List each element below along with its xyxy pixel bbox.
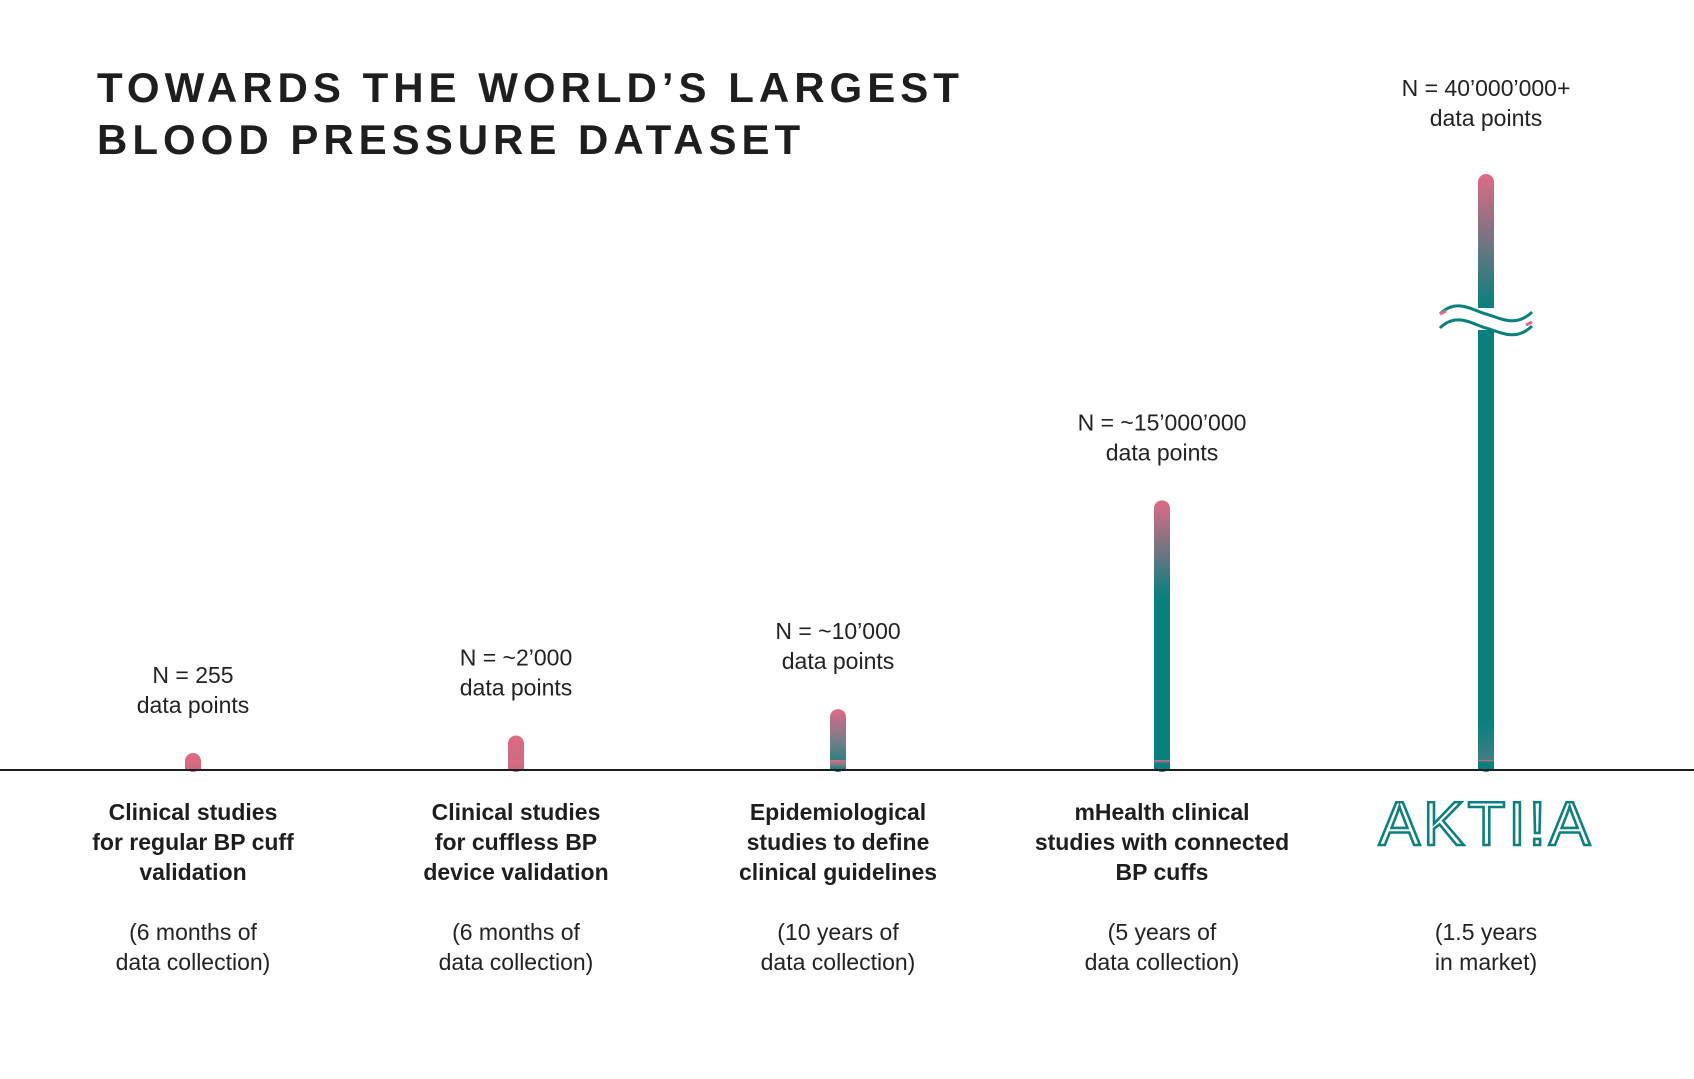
bar-5-base — [1478, 760, 1494, 770]
duration-label-3-line-1: (10 years of — [777, 919, 899, 945]
category-label-4-line-3: BP cuffs — [1116, 859, 1209, 885]
data-label-4-line-2: data points — [1106, 439, 1219, 465]
bar-3 — [830, 709, 846, 772]
chart-title-line-2: BLOOD PRESSURE DATASET — [97, 116, 806, 163]
data-label-5-line-1: N = 40’000’000+ — [1402, 75, 1571, 101]
duration-label-5-line-2: in market) — [1435, 949, 1537, 975]
duration-label-1-line-2: data collection) — [116, 949, 271, 975]
category-label-4-line-2: studies with connected — [1035, 829, 1289, 855]
bars-layer — [185, 174, 1534, 772]
aktiia-logo: AKTI!A — [1379, 790, 1593, 859]
data-label-1-line-1: N = 255 — [152, 662, 233, 688]
duration-label-5-line-1: (1.5 years — [1435, 919, 1537, 945]
bar-3-base — [830, 760, 846, 770]
chart-title-line-1: TOWARDS THE WORLD’S LARGEST — [97, 64, 964, 111]
bar-4 — [1154, 500, 1170, 772]
category-label-3-line-2: studies to define — [747, 829, 930, 855]
duration-label-1-line-1: (6 months of — [129, 919, 257, 945]
axis-break-icon — [1438, 304, 1534, 337]
labels-layer: N = 255 data points Clinical studies for re… — [92, 75, 1593, 975]
category-label-1-line-2: for regular BP cuff — [92, 829, 294, 855]
category-label-1-line-3: validation — [139, 859, 246, 885]
data-label-2-line-1: N = ~2’000 — [460, 644, 573, 670]
data-label-1-line-2: data points — [137, 692, 250, 718]
category-label-3-line-3: clinical guidelines — [739, 859, 937, 885]
data-label-5-line-2: data points — [1430, 105, 1543, 131]
category-label-1-line-1: Clinical studies — [109, 799, 278, 825]
duration-label-4-line-1: (5 years of — [1108, 919, 1217, 945]
data-label-3-line-1: N = ~10’000 — [775, 618, 900, 644]
category-label-4-line-1: mHealth clinical — [1074, 799, 1249, 825]
duration-label-2-line-2: data collection) — [439, 949, 594, 975]
data-label-4-line-1: N = ~15’000’000 — [1078, 409, 1247, 435]
duration-label-3-line-2: data collection) — [761, 949, 916, 975]
bar-5 — [1478, 174, 1494, 772]
bar-1-base — [185, 760, 201, 770]
category-label-3-line-1: Epidemiological — [750, 799, 926, 825]
category-label-2-line-3: device validation — [423, 859, 608, 885]
data-label-3-line-2: data points — [782, 648, 895, 674]
data-label-2-line-2: data points — [460, 674, 573, 700]
category-label-2-line-1: Clinical studies — [432, 799, 601, 825]
chart-title: TOWARDS THE WORLD’S LARGEST BLOOD PRESSU… — [97, 62, 1097, 166]
duration-label-4-line-2: data collection) — [1085, 949, 1240, 975]
category-label-2-line-2: for cuffless BP — [435, 829, 597, 855]
duration-label-2-line-1: (6 months of — [452, 919, 580, 945]
bar-4-base — [1154, 760, 1170, 770]
bar-2-base — [508, 760, 524, 770]
